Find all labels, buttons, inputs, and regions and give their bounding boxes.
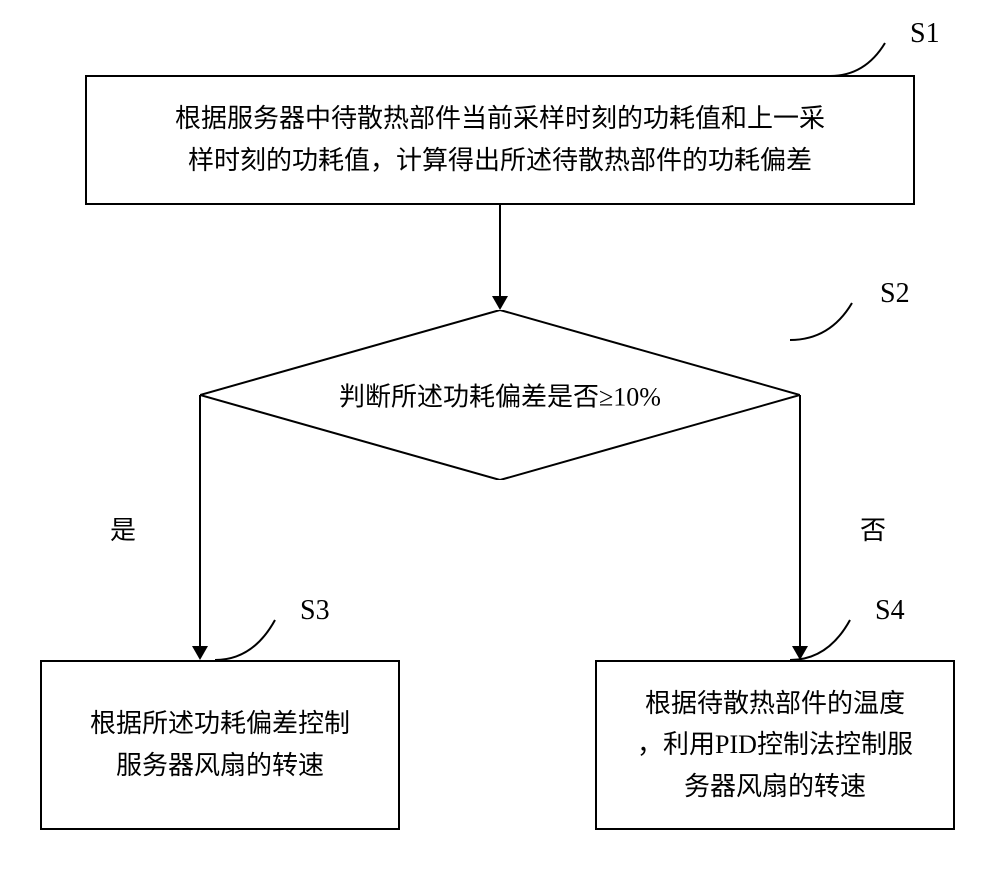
branch-label-yes: 是 [110,510,136,547]
step-label-s3: S3 [300,595,330,627]
branch-label-no: 否 [860,510,886,547]
callout-curve-s4 [790,615,875,663]
step-label-s2: S2 [880,278,910,310]
process-box-s3: 根据所述功耗偏差控制 服务器风扇的转速 [40,660,400,830]
callout-curve-s2 [790,298,880,343]
decision-diamond-s2: 判断所述功耗偏差是否≥10% [200,310,800,480]
decision-s2-text: 判断所述功耗偏差是否≥10% [200,377,800,414]
process-s4-text: 根据待散热部件的温度 ，利用PID控制法控制服 务器风扇的转速 [637,683,913,808]
process-s3-text: 根据所述功耗偏差控制 服务器风扇的转速 [90,703,350,786]
arrow-s2-s3-vertical [199,395,201,648]
arrow-s2-s3-head [192,646,208,660]
process-s1-text: 根据服务器中待散热部件当前采样时刻的功耗值和上一采 样时刻的功耗值，计算得出所述… [175,98,825,181]
arrow-s1-s2-head [492,296,508,310]
callout-curve-s3 [215,615,300,663]
arrow-s1-s2-line [499,205,501,298]
step-label-s4: S4 [875,595,905,627]
arrow-s2-s4-vertical [799,395,801,648]
process-box-s1: 根据服务器中待散热部件当前采样时刻的功耗值和上一采 样时刻的功耗值，计算得出所述… [85,75,915,205]
step-label-s1: S1 [910,18,940,50]
process-box-s4: 根据待散热部件的温度 ，利用PID控制法控制服 务器风扇的转速 [595,660,955,830]
callout-curve-s1 [830,38,910,78]
